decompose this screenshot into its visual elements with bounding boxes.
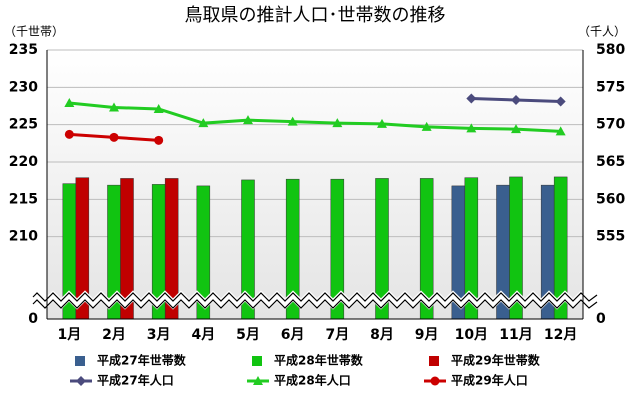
legend-swatch [75,356,85,366]
marker [332,118,343,128]
x-tick-label: 9月 [415,327,439,343]
x-tick-label: 4月 [191,327,215,343]
legend-label: 平成27年世帯数 [97,353,187,368]
legend-swatch [252,356,262,366]
marker [109,102,119,112]
x-tick-label: 10月 [455,327,488,343]
marker [511,124,521,134]
y-tick-label: 220 [9,154,38,170]
x-tick-label: 5月 [236,327,260,343]
marker [430,376,440,386]
marker [287,116,298,126]
y-tick-label: 215 [9,191,38,207]
marker [154,135,164,145]
x-tick-label: 8月 [370,327,394,343]
marker [64,129,74,139]
plot [47,49,583,320]
x-tick-label: 3月 [147,327,171,343]
marker [153,103,164,113]
axis-break [30,290,600,310]
x-tick-label: 7月 [325,327,349,343]
marker [109,132,119,142]
marker [466,93,477,104]
x-tick-label: 1月 [57,327,81,343]
legend-label: 平成28年人口 [274,373,351,388]
x-tick-label: 11月 [499,327,532,343]
marker [555,126,566,136]
marker [466,123,477,133]
legend-label: 平成29年人口 [451,373,528,388]
marker [511,95,521,106]
x-tick-label: 6月 [281,327,305,343]
marker [555,96,566,107]
marker [64,98,75,108]
plot-area [47,50,583,319]
y2-tick-label: 565 [596,154,625,170]
y2-axis-label: （千人） [578,25,626,39]
marker [377,118,387,128]
x-tick-label: 12月 [544,327,577,343]
y-tick-label: 225 [9,117,38,133]
y-axis-label: （千世帯） [4,25,64,39]
marker [253,376,263,385]
y2-tick-label: 580 [596,42,625,58]
y-tick-label: 230 [9,79,38,95]
y2-tick-label: 570 [596,117,625,133]
y-tick-label: 0 [28,311,38,327]
y2-tick-label: 555 [596,229,625,245]
y-tick-label: 210 [9,229,38,245]
y2-tick-label: 575 [596,79,625,95]
line [69,101,561,133]
marker [198,118,209,128]
marker [76,376,86,386]
marker [243,115,253,125]
marker [421,121,432,131]
x-tick-label: 2月 [102,327,126,343]
chart-title: 鳥取県の推計人口･世帯数の推移 [185,5,446,26]
y2-tick-label: 560 [596,191,625,207]
y2-tick-label: 0 [596,311,606,327]
legend-swatch [429,356,439,366]
legend-label: 平成29年世帯数 [451,353,541,368]
legend-label: 平成28年世帯数 [274,353,364,368]
legend-label: 平成27年人口 [97,373,174,388]
y-tick-label: 235 [9,42,38,58]
